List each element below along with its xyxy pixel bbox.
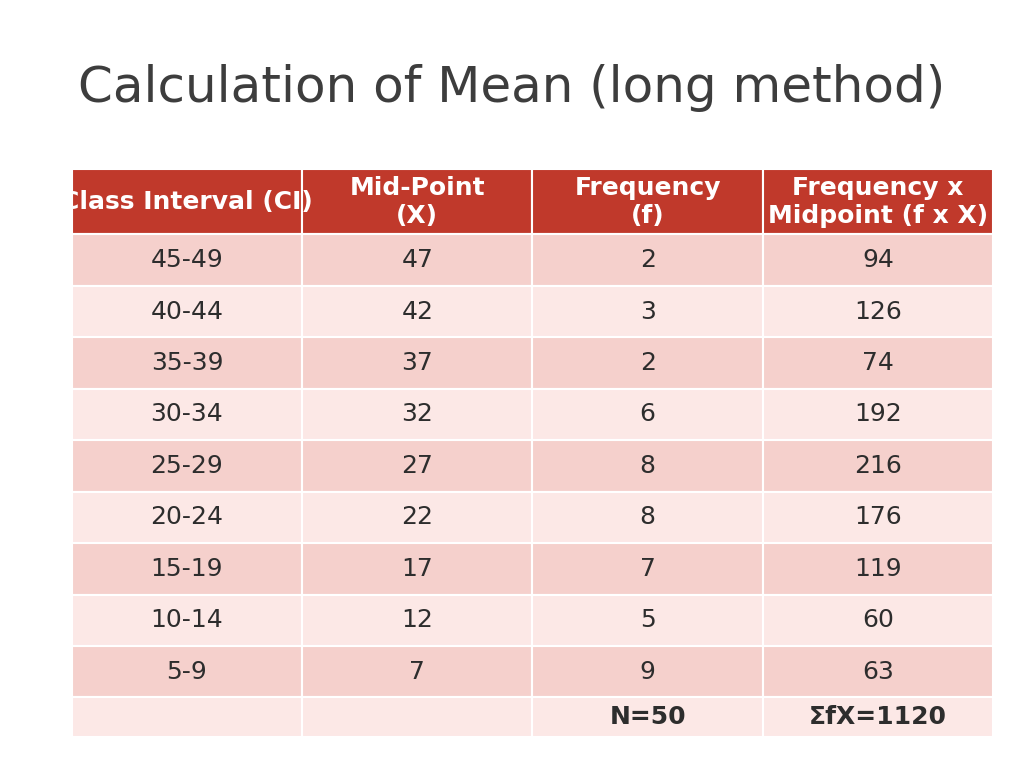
Text: 5-9: 5-9 bbox=[167, 660, 207, 684]
Bar bbox=[532, 337, 763, 389]
Text: 30-34: 30-34 bbox=[151, 402, 223, 426]
Text: 17: 17 bbox=[401, 557, 433, 581]
Text: 94: 94 bbox=[862, 248, 894, 272]
Bar bbox=[532, 543, 763, 594]
Text: Calculation of Mean (long method): Calculation of Mean (long method) bbox=[79, 65, 945, 112]
Text: 5: 5 bbox=[640, 608, 655, 632]
Text: 6: 6 bbox=[640, 402, 655, 426]
Bar bbox=[302, 594, 532, 646]
Bar bbox=[532, 234, 763, 286]
Text: 7: 7 bbox=[410, 660, 425, 684]
Text: 27: 27 bbox=[401, 454, 433, 478]
Bar bbox=[532, 594, 763, 646]
Text: 60: 60 bbox=[862, 608, 894, 632]
Text: Frequency x
Midpoint (f x X): Frequency x Midpoint (f x X) bbox=[768, 176, 988, 227]
Bar bbox=[763, 697, 993, 737]
Text: Class Interval (CI): Class Interval (CI) bbox=[61, 190, 312, 214]
Bar bbox=[72, 697, 302, 737]
Text: 32: 32 bbox=[401, 402, 433, 426]
Bar bbox=[72, 389, 302, 440]
Text: 192: 192 bbox=[854, 402, 902, 426]
Bar bbox=[763, 594, 993, 646]
Bar bbox=[763, 440, 993, 492]
Bar bbox=[72, 440, 302, 492]
Text: 3: 3 bbox=[640, 300, 655, 323]
Bar bbox=[72, 337, 302, 389]
Text: 37: 37 bbox=[401, 351, 433, 375]
Bar bbox=[72, 492, 302, 543]
Bar bbox=[72, 543, 302, 594]
Text: 8: 8 bbox=[640, 454, 655, 478]
Text: 45-49: 45-49 bbox=[151, 248, 223, 272]
Text: 22: 22 bbox=[401, 505, 433, 529]
Text: 7: 7 bbox=[640, 557, 655, 581]
Bar bbox=[763, 492, 993, 543]
Bar bbox=[302, 697, 532, 737]
Text: N=50: N=50 bbox=[609, 705, 686, 730]
Bar bbox=[763, 646, 993, 697]
Bar bbox=[532, 492, 763, 543]
Bar bbox=[72, 646, 302, 697]
Bar bbox=[302, 492, 532, 543]
Text: 119: 119 bbox=[854, 557, 902, 581]
Bar bbox=[72, 169, 302, 234]
Text: 2: 2 bbox=[640, 351, 655, 375]
Bar bbox=[532, 389, 763, 440]
Text: 2: 2 bbox=[640, 248, 655, 272]
Text: Mid-Point
(X): Mid-Point (X) bbox=[349, 176, 485, 227]
Text: 126: 126 bbox=[854, 300, 902, 323]
Bar bbox=[763, 169, 993, 234]
Text: 74: 74 bbox=[862, 351, 894, 375]
Text: 10-14: 10-14 bbox=[151, 608, 223, 632]
Bar bbox=[763, 389, 993, 440]
Bar bbox=[302, 234, 532, 286]
Bar bbox=[302, 440, 532, 492]
Text: Frequency
(f): Frequency (f) bbox=[574, 176, 721, 227]
Text: 176: 176 bbox=[854, 505, 902, 529]
Bar bbox=[302, 169, 532, 234]
Bar bbox=[302, 646, 532, 697]
Bar bbox=[532, 646, 763, 697]
Text: 8: 8 bbox=[640, 505, 655, 529]
Bar bbox=[763, 543, 993, 594]
Bar bbox=[763, 234, 993, 286]
Bar bbox=[302, 337, 532, 389]
Text: 15-19: 15-19 bbox=[151, 557, 223, 581]
Bar bbox=[302, 286, 532, 337]
Bar bbox=[532, 286, 763, 337]
Text: 35-39: 35-39 bbox=[151, 351, 223, 375]
Text: ΣfX=1120: ΣfX=1120 bbox=[809, 705, 947, 730]
Bar bbox=[302, 543, 532, 594]
Bar bbox=[532, 169, 763, 234]
Bar bbox=[72, 234, 302, 286]
Bar bbox=[72, 594, 302, 646]
Text: 9: 9 bbox=[640, 660, 655, 684]
Bar bbox=[72, 286, 302, 337]
Text: 25-29: 25-29 bbox=[151, 454, 223, 478]
Bar bbox=[532, 697, 763, 737]
Bar bbox=[763, 337, 993, 389]
Bar bbox=[532, 440, 763, 492]
Text: 12: 12 bbox=[401, 608, 433, 632]
Text: 20-24: 20-24 bbox=[151, 505, 223, 529]
Text: 63: 63 bbox=[862, 660, 894, 684]
Text: 42: 42 bbox=[401, 300, 433, 323]
Text: 216: 216 bbox=[854, 454, 902, 478]
Bar bbox=[302, 389, 532, 440]
Text: 47: 47 bbox=[401, 248, 433, 272]
Text: 40-44: 40-44 bbox=[151, 300, 223, 323]
Bar bbox=[763, 286, 993, 337]
